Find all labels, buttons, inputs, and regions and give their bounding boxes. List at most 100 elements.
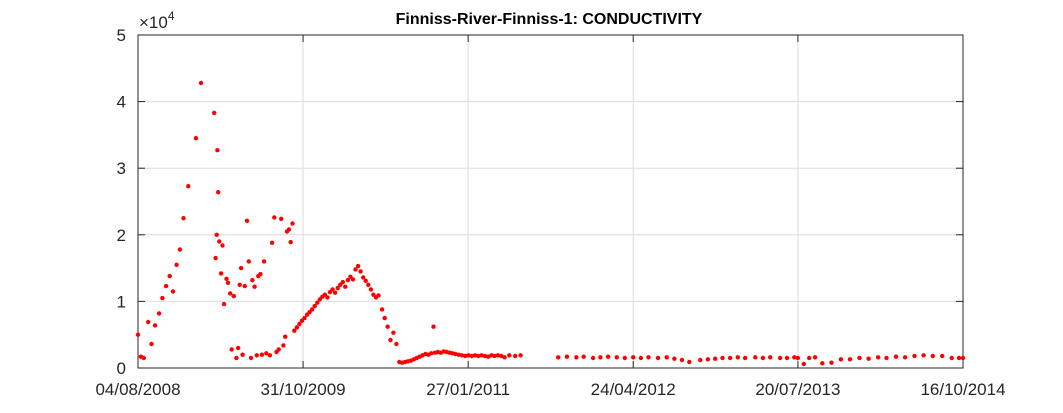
data-point	[340, 279, 345, 285]
data-point	[174, 262, 179, 267]
data-point	[857, 355, 862, 361]
data-point	[294, 325, 300, 330]
y-tick-label: 0	[117, 359, 126, 378]
plot-area-frame	[137, 34, 964, 369]
x-tick-label: 31/10/2009	[261, 380, 346, 399]
data-point	[875, 355, 881, 360]
data-point	[264, 351, 269, 356]
data-point	[556, 355, 561, 360]
data-point	[135, 332, 141, 337]
data-point	[382, 315, 387, 321]
y-tick-labels: 0 1 2 3 4 5	[117, 26, 126, 378]
data-point	[228, 291, 233, 296]
data-point	[237, 282, 242, 287]
x-tick-labels: 04/08/2008 31/10/2009 27/01/2011 24/04/2012…	[95, 380, 1005, 399]
data-point	[216, 190, 221, 195]
data-point	[784, 355, 790, 361]
data-point	[283, 334, 288, 339]
data-point	[394, 341, 399, 347]
data-point	[479, 353, 484, 358]
data-point	[193, 136, 199, 141]
data-point	[902, 355, 908, 360]
x-tick-label: 24/04/2012	[591, 380, 676, 399]
data-point	[705, 357, 711, 362]
data-point	[638, 355, 644, 361]
data-point	[391, 330, 396, 335]
data-point	[250, 277, 255, 283]
data-point	[292, 328, 297, 333]
y-tick-label: 4	[117, 93, 126, 112]
data-point	[345, 277, 351, 283]
data-point	[574, 355, 579, 360]
x-tick-label: 16/10/2014	[920, 380, 1005, 399]
data-point	[302, 315, 307, 321]
data-point	[149, 341, 154, 347]
data-point	[141, 355, 146, 361]
data-point	[884, 355, 889, 361]
data-point	[838, 357, 844, 362]
data-point	[272, 215, 277, 220]
data-point	[727, 355, 733, 361]
grid	[137, 34, 964, 369]
data-point	[476, 353, 481, 359]
data-point	[486, 354, 491, 359]
y-tick-label: 1	[117, 292, 126, 311]
data-point	[330, 287, 335, 292]
data-point	[163, 283, 169, 289]
data-point	[453, 351, 458, 357]
data-point	[507, 353, 512, 358]
data-point	[160, 295, 165, 301]
y-axis-multiplier: ×104	[139, 9, 175, 32]
data-point	[807, 355, 812, 361]
data-point	[847, 357, 853, 362]
data-point	[332, 290, 338, 295]
chart-title: Finniss-River-Finniss-1: CONDUCTIVITY	[396, 11, 703, 28]
data-point	[495, 353, 501, 358]
data-point	[801, 361, 806, 367]
data-point	[482, 353, 488, 359]
data-point	[930, 353, 935, 359]
data-point	[177, 247, 183, 252]
data-point	[242, 283, 247, 289]
data-point	[181, 216, 186, 221]
data-point	[229, 347, 234, 352]
data-point	[385, 324, 390, 329]
data-point	[581, 354, 586, 359]
x-tick-label: 27/01/2011	[426, 380, 510, 399]
data-point	[152, 323, 158, 328]
data-point	[735, 355, 740, 360]
data-point	[269, 240, 275, 245]
data-point	[940, 353, 945, 359]
data-point	[267, 353, 273, 358]
data-point	[215, 148, 220, 153]
data-point	[513, 353, 518, 359]
data-point	[286, 227, 292, 232]
data-point	[315, 300, 320, 305]
data-point	[622, 355, 627, 361]
data-point	[429, 351, 434, 356]
x-tick-label: 04/08/2008	[95, 380, 180, 399]
data-point	[598, 355, 603, 360]
data-point	[238, 265, 244, 271]
data-point	[687, 359, 692, 365]
data-point	[912, 353, 917, 359]
data-point	[679, 357, 685, 363]
data-point	[220, 243, 225, 248]
data-point	[713, 356, 718, 361]
data-point	[355, 263, 361, 269]
data-point	[795, 355, 801, 361]
data-point	[368, 287, 374, 292]
data-point	[956, 355, 962, 361]
data-point	[198, 80, 204, 86]
data-point	[614, 355, 619, 360]
data-point	[363, 278, 368, 283]
data-point	[252, 284, 257, 289]
data-point	[276, 347, 281, 352]
data-point	[234, 355, 239, 361]
data-point	[893, 354, 899, 359]
data-point	[231, 293, 236, 299]
data-point	[518, 353, 523, 358]
data-point	[261, 259, 267, 264]
data-point	[350, 277, 356, 282]
data-point	[466, 353, 471, 358]
